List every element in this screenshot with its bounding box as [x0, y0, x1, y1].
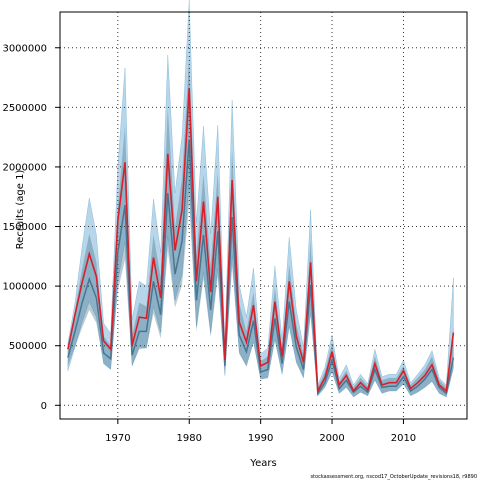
y-tick-label: 0 — [41, 401, 47, 412]
confidence-bands — [67, 0, 454, 398]
y-tick-label: 3000000 — [2, 43, 47, 54]
x-axis-label: Years — [249, 458, 276, 469]
y-axis-ticks: 0 500000 1000000 1500000 2000000 2500000 30000… — [2, 43, 60, 412]
x-tick-label: 1990 — [248, 433, 273, 444]
y-tick-label: 2500000 — [2, 103, 47, 114]
series-line-red — [67, 88, 455, 394]
source-footnote: stockassessment.org, nscod17_OctoberUpda… — [310, 474, 477, 480]
y-tick-label: 1500000 — [2, 222, 47, 233]
x-tick-label: 2000 — [319, 433, 344, 444]
plot-frame — [59, 11, 468, 420]
x-tick-label: 2010 — [391, 433, 416, 444]
y-tick-label: 500000 — [9, 341, 47, 352]
series-line-dark — [67, 139, 455, 396]
series-lines — [67, 88, 455, 396]
x-tick-label: 1970 — [105, 433, 130, 444]
x-axis-ticks: 1970 1980 1990 2000 2010 — [105, 419, 416, 444]
y-tick-label: 1000000 — [2, 282, 47, 293]
band-light-outer — [67, 0, 454, 398]
y-axis-label: Recruits (age 1) — [15, 170, 26, 250]
x-tick-label: 1980 — [177, 433, 202, 444]
y-tick-label: 2000000 — [2, 162, 47, 173]
band-dark-outer — [67, 57, 454, 398]
